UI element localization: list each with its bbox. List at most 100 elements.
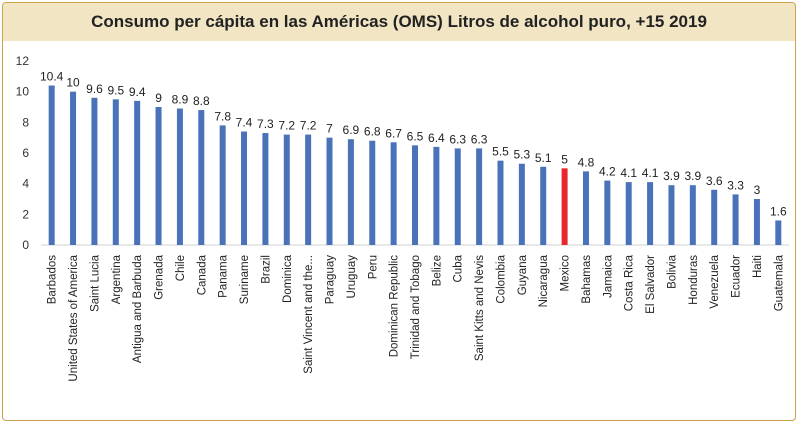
data-label: 10.4 xyxy=(40,70,64,84)
category-label: Mexico xyxy=(560,255,572,291)
data-label: 4.1 xyxy=(642,166,659,180)
bar-bahamas xyxy=(582,171,589,245)
category-label: Honduras xyxy=(688,255,700,305)
chart-frame: Consumo per cápita en las Américas (OMS)… xyxy=(2,2,796,421)
category-label: Saint Vincent and the... xyxy=(303,255,315,374)
category-label: Panama xyxy=(218,254,230,297)
category-label: United States of America xyxy=(68,254,80,381)
data-label: 1.6 xyxy=(770,204,787,218)
data-label: 4.2 xyxy=(599,165,616,179)
category-label: Peru xyxy=(367,255,379,279)
data-label: 5.1 xyxy=(535,151,552,165)
bar-saint-lucia xyxy=(91,97,98,245)
data-label: 7.4 xyxy=(236,116,253,130)
category-label: Uruguay xyxy=(346,255,358,299)
bar-saint-vincent-and-the xyxy=(305,134,312,245)
category-label: Antigua and Barbuda xyxy=(132,254,144,363)
category-label: Haiti xyxy=(752,255,764,278)
category-label: Paraguay xyxy=(325,255,337,304)
category-label: Suriname xyxy=(239,255,251,304)
bar-costa-rica xyxy=(625,182,632,245)
data-label: 3.9 xyxy=(684,169,701,183)
bar-saint-kitts-and-nevis xyxy=(476,148,483,245)
bar-belize xyxy=(433,146,440,245)
bar-suriname xyxy=(241,131,248,245)
data-label: 6.8 xyxy=(364,125,381,139)
bar-jamaica xyxy=(604,180,611,245)
data-label: 4.8 xyxy=(578,155,595,169)
bar-honduras xyxy=(689,185,696,245)
data-label: 6.5 xyxy=(407,129,424,143)
bar-united-states-of-america xyxy=(70,91,77,246)
bar-colombia xyxy=(497,160,504,245)
data-label: 6.3 xyxy=(449,132,466,146)
bar-mexico xyxy=(561,168,568,245)
bar-el-salvador xyxy=(647,182,654,245)
bar-guyana xyxy=(518,163,525,245)
bar-barbados xyxy=(48,85,55,246)
category-label: Belize xyxy=(431,255,443,286)
bar-dominican-republic xyxy=(390,142,397,245)
bar-peru xyxy=(369,140,376,245)
category-label: Argentina xyxy=(111,254,123,304)
y-tick-label: 6 xyxy=(22,146,29,160)
category-label: Costa Rica xyxy=(624,254,636,311)
data-label: 3.9 xyxy=(663,169,680,183)
bar-chile xyxy=(176,108,183,246)
data-label: 8.8 xyxy=(193,94,210,108)
category-label: Barbados xyxy=(47,255,59,304)
category-label: Dominica xyxy=(282,254,294,303)
y-tick-label: 4 xyxy=(22,177,29,191)
category-label: Guatemala xyxy=(773,254,785,311)
data-label: 9.5 xyxy=(107,83,124,97)
data-label: 8.9 xyxy=(172,93,189,107)
data-label: 9 xyxy=(155,91,162,105)
data-label: 3.3 xyxy=(727,178,744,192)
data-label: 4.1 xyxy=(620,166,637,180)
bar-chart: 0 2 4 6 8 10 12 10.4 Barbados 10 United States of … xyxy=(16,54,789,382)
bar-antigua-and-barbuda xyxy=(134,100,141,245)
data-label: 7.2 xyxy=(300,119,317,133)
bar-paraguay xyxy=(326,137,333,245)
data-label: 9.6 xyxy=(86,82,103,96)
category-label: Chile xyxy=(175,255,187,281)
category-label: Colombia xyxy=(495,254,507,303)
category-label: Ecuador xyxy=(731,255,743,298)
category-label: Trinidad and Tobago xyxy=(410,255,422,359)
bar-dominica xyxy=(283,134,290,245)
bar-cuba xyxy=(454,148,461,245)
category-label: Brazil xyxy=(260,255,272,284)
category-label: Venezuela xyxy=(709,254,721,308)
bar-bolivia xyxy=(668,185,675,245)
category-label: Nicaragua xyxy=(538,254,550,307)
category-label: Canada xyxy=(196,254,208,295)
category-label: Bolivia xyxy=(666,254,678,288)
data-label: 6.4 xyxy=(428,131,445,145)
data-label: 3.6 xyxy=(706,174,723,188)
category-label: Jamaica xyxy=(602,254,614,297)
data-label: 7.8 xyxy=(214,109,231,123)
y-tick-label: 10 xyxy=(16,85,30,99)
y-tick-label: 2 xyxy=(22,207,29,221)
bar-uruguay xyxy=(347,139,354,245)
data-label: 6.3 xyxy=(471,132,488,146)
data-label: 6.7 xyxy=(385,126,402,140)
category-label: Cuba xyxy=(453,254,465,282)
bar-grenada xyxy=(155,107,162,245)
data-label: 3 xyxy=(754,183,761,197)
bar-argentina xyxy=(112,99,119,245)
data-label: 7 xyxy=(326,122,333,136)
y-tick-label: 0 xyxy=(22,238,29,252)
category-label: Guyana xyxy=(517,254,529,295)
category-label: Saint Kitts and Nevis xyxy=(474,255,486,361)
category-label: Dominican Republic xyxy=(389,255,401,358)
bar-guatemala xyxy=(775,220,782,245)
y-tick-label: 12 xyxy=(16,54,30,68)
category-label: Grenada xyxy=(154,254,166,299)
bar-venezuela xyxy=(711,189,718,245)
bar-ecuador xyxy=(732,194,739,245)
bar-haiti xyxy=(753,199,760,245)
bar-brazil xyxy=(262,133,269,245)
data-label: 6.9 xyxy=(343,123,360,137)
chart-title-bar: Consumo per cápita en las Américas (OMS)… xyxy=(3,3,795,41)
